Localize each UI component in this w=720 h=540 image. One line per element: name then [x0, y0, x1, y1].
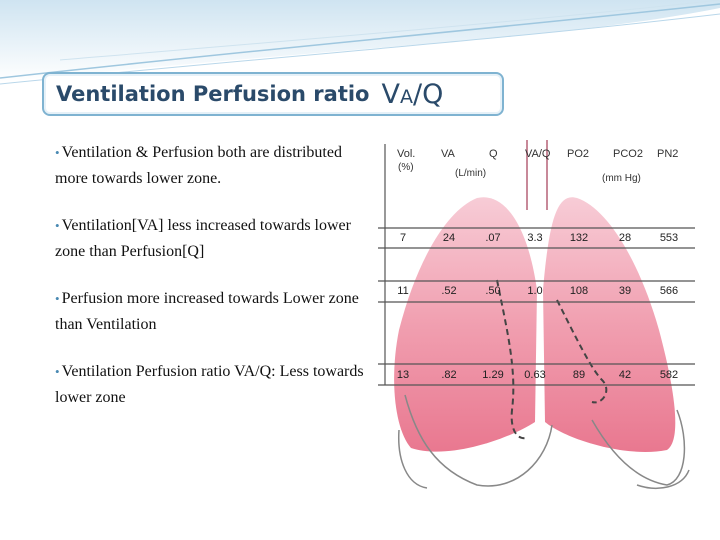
- col-header-po2: PO2: [567, 148, 590, 160]
- unit-flow: (L/min): [455, 168, 487, 179]
- bullet-list: • Ventilation & Perfusion both are distri…: [55, 140, 365, 432]
- table-cell: 89: [572, 369, 586, 381]
- slide-title-box: Ventilation Perfusion ratio VA/Q: [42, 72, 504, 116]
- bullet-item: • Ventilation & Perfusion both are distri…: [55, 140, 365, 192]
- left-lung: [394, 197, 537, 452]
- bullet-item: • Perfusion more increased towards Lower …: [55, 286, 365, 338]
- table-cell: 0.63: [524, 369, 546, 381]
- table-cell: .50: [485, 285, 501, 297]
- bullet-dot: •: [55, 145, 60, 160]
- bullet-dot: •: [55, 291, 60, 306]
- trachea: [526, 140, 548, 210]
- slide-title-ratio: VA/Q: [381, 79, 443, 110]
- right-fissure: [556, 299, 608, 404]
- col-header-va: VA: [441, 148, 455, 160]
- table-cell: 7: [399, 232, 407, 244]
- table-cell: 108: [569, 285, 589, 297]
- ratio-rest: /Q: [412, 78, 444, 110]
- base-outline: [398, 429, 690, 489]
- bullet-dot: •: [55, 218, 60, 233]
- table-cell: 132: [569, 232, 589, 244]
- table-cell: 42: [618, 369, 632, 381]
- table-cell: 553: [659, 232, 679, 244]
- bullet-dot: •: [55, 364, 60, 379]
- left-lobe-outline: [404, 394, 553, 487]
- bullet-text: Ventilation & Perfusion both are distrib…: [55, 144, 342, 187]
- table-cell: 28: [618, 232, 632, 244]
- table-cell: 11: [397, 285, 409, 297]
- table-cell: .07: [485, 232, 501, 244]
- table-cell: 1.29: [482, 369, 504, 381]
- ratio-subscript: A: [399, 85, 413, 108]
- col-header-pco2: PCO2: [613, 148, 643, 160]
- table-cell: 3.3: [527, 232, 543, 244]
- table-cell: 39: [618, 285, 632, 297]
- left-fissure: [496, 279, 528, 440]
- col-header-vaq: VA/Q: [525, 148, 551, 160]
- unit-pressure: (mm Hg): [602, 173, 641, 184]
- right-lobe-outline: [591, 409, 686, 486]
- table-cell: 566: [659, 285, 679, 297]
- table-cell: 13: [396, 369, 410, 381]
- table-cell: .52: [441, 285, 457, 297]
- table-cell: .82: [441, 369, 457, 381]
- bullet-text: Ventilation Perfusion ratio VA/Q: Less t…: [55, 363, 364, 406]
- bullet-text: Ventilation[VA] less increased towards l…: [55, 217, 351, 260]
- col-header-vol: Vol.: [397, 148, 416, 160]
- lung-illustration: [378, 140, 695, 489]
- lung-vq-figure: Vol. (%) VA Q (L/min) VA/Q PO2 PCO2 (mm …: [377, 140, 697, 498]
- table-cell: 1.0: [527, 285, 543, 297]
- col-header-pn2: PN2: [657, 148, 679, 160]
- right-lung: [543, 197, 676, 452]
- ratio-v: V: [381, 78, 400, 110]
- table-cell: 24: [442, 232, 456, 244]
- unit-vol: (%): [398, 162, 414, 173]
- slide-title: Ventilation Perfusion ratio: [56, 82, 370, 106]
- table-cell: 582: [659, 369, 679, 381]
- bullet-item: • Ventilation[VA] less increased towards …: [55, 213, 365, 265]
- bullet-item: • Ventilation Perfusion ratio VA/Q: Less …: [55, 359, 365, 411]
- col-header-q: Q: [489, 148, 498, 160]
- bullet-text: Perfusion more increased towards Lower z…: [55, 290, 359, 333]
